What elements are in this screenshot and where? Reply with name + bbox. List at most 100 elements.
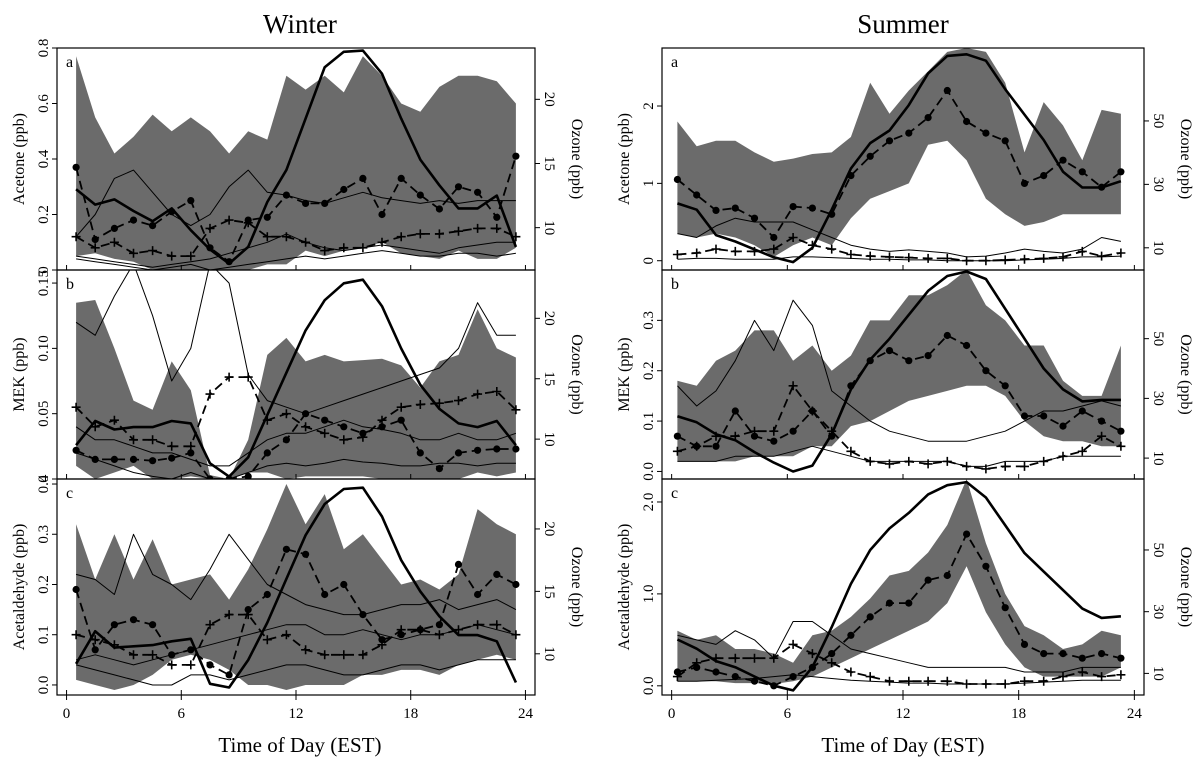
data-point <box>186 251 196 261</box>
data-point <box>769 426 779 436</box>
data-point <box>1039 676 1049 686</box>
data-point <box>206 661 214 669</box>
data-point <box>731 673 739 681</box>
data-point <box>673 175 682 184</box>
y-tick-label: 0.2 <box>36 575 52 594</box>
panel-winter-a: a 0 0.2 0.4 0.6 0.8 10 15 20 Acetone (ppb) Ozone (… <box>11 39 585 274</box>
data-point <box>673 668 682 676</box>
data-point <box>262 232 272 242</box>
data-point <box>672 446 682 456</box>
data-point <box>187 449 195 457</box>
panel-summer-a: a 0 1 2 10 30 50 Acetone (ppb) Ozone (ppb) <box>616 47 1194 271</box>
ozone-line <box>75 49 518 265</box>
data-point <box>1077 246 1087 256</box>
y-tick-label: 0.3 <box>641 311 657 330</box>
range-band <box>76 56 516 270</box>
data-point <box>90 243 100 253</box>
data-point <box>493 445 501 453</box>
data-point <box>693 191 701 199</box>
data-point <box>454 226 463 236</box>
panel-winter-c: c 0.0 0.1 0.2 0.3 0.4 10 15 20 Acetaldehyde (ppb)… <box>11 474 585 722</box>
percentile-line <box>75 270 516 415</box>
y-tick-label: 0.2 <box>641 361 657 380</box>
y2-tick-label: 30 <box>1150 177 1166 192</box>
data-point <box>435 205 443 213</box>
y2-tick-label: 10 <box>541 646 557 661</box>
data-point <box>244 472 252 479</box>
y2-tick-label: 30 <box>1150 604 1166 619</box>
y2-axis-label: Ozone (ppb) <box>1177 547 1194 627</box>
data-point <box>885 459 894 469</box>
y-tick-label: 0.2 <box>36 205 52 224</box>
y2-axis-label: Ozone (ppb) <box>568 119 585 199</box>
data-point <box>72 585 80 594</box>
data-point <box>1117 168 1125 176</box>
y2-tick-label: 10 <box>1150 451 1166 466</box>
panel-label: a <box>66 54 73 71</box>
data-point <box>731 407 739 415</box>
data-point <box>71 630 81 640</box>
data-point <box>244 606 252 614</box>
data-point <box>1077 667 1087 677</box>
data-point <box>129 616 138 624</box>
data-point <box>167 660 177 670</box>
data-point <box>866 152 874 160</box>
data-point <box>846 667 856 677</box>
y2-axis-label: Ozone (ppb) <box>568 547 585 627</box>
ozone-line <box>75 278 517 478</box>
data-point <box>359 174 367 182</box>
percentile-line <box>75 452 516 479</box>
data-point <box>1098 650 1106 658</box>
y-tick-label: 0 <box>36 266 52 274</box>
data-point <box>396 402 406 412</box>
data-point <box>358 432 368 442</box>
data-point <box>224 372 234 382</box>
data-point <box>129 435 138 445</box>
data-point <box>263 449 271 457</box>
x-tick-label: 18 <box>1011 706 1026 722</box>
y-tick-label: 0.1 <box>641 412 657 431</box>
data-point <box>904 676 914 686</box>
data-point <box>167 251 177 261</box>
data-point <box>750 426 759 436</box>
data-point <box>454 183 463 191</box>
data-point <box>1059 422 1067 430</box>
y2-axis-label: Ozone (ppb) <box>1177 119 1194 199</box>
data-point <box>750 677 759 685</box>
data-point <box>397 631 405 639</box>
winter-x-axis-label: Time of Day (EST) <box>218 733 381 757</box>
data-point <box>301 645 311 655</box>
y-tick-label: 0.4 <box>36 474 52 493</box>
data-point <box>224 610 234 620</box>
data-point <box>1020 676 1029 686</box>
data-point <box>91 235 99 244</box>
data-point <box>186 660 196 670</box>
data-point <box>321 590 329 599</box>
data-point <box>923 459 933 469</box>
y2-tick-label: 10 <box>541 432 557 447</box>
data-point <box>885 676 894 686</box>
data-point <box>473 223 483 233</box>
y-tick-label: 0.05 <box>36 401 52 427</box>
data-point <box>1020 412 1029 420</box>
data-point <box>828 650 836 658</box>
plot-content <box>71 49 521 270</box>
panel-label: a <box>671 54 678 71</box>
percentile-line <box>677 445 1121 467</box>
y-axis-label: Acetone (ppb) <box>616 113 633 205</box>
data-point <box>320 428 330 438</box>
data-point <box>149 621 157 629</box>
data-point <box>693 663 701 672</box>
data-point <box>339 435 349 445</box>
data-point <box>1059 156 1067 164</box>
data-point <box>692 248 702 258</box>
data-point <box>1001 604 1009 612</box>
data-point <box>187 197 195 205</box>
data-point <box>1020 640 1029 649</box>
data-point <box>731 204 739 212</box>
ozone-line <box>74 486 518 689</box>
median-line <box>677 236 1122 262</box>
panel-label: b <box>66 276 74 293</box>
plot-content <box>71 270 521 479</box>
data-point <box>492 223 502 233</box>
